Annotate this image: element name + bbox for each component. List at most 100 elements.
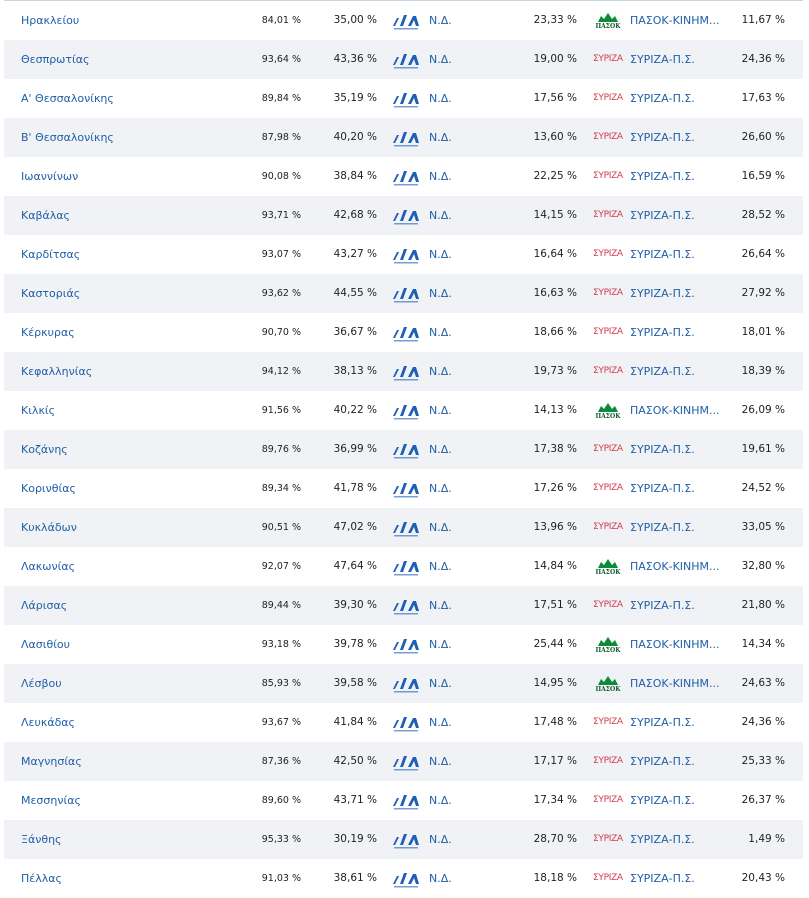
syriza-logo-icon: ΣΥΡΙΖΑ [593,522,623,532]
first-party-link[interactable]: Ν.Δ. [429,404,452,417]
first-party-link[interactable]: Ν.Δ. [429,677,452,690]
constituency-link[interactable]: Λέσβου [21,677,62,690]
first-party-link[interactable]: Ν.Δ. [429,599,452,612]
syriza-logo-icon: ΣΥΡΙΖΑ [593,873,623,883]
constituency-link[interactable]: Κεφαλληνίας [21,365,93,378]
second-party-link[interactable]: ΣΥΡΙΖΑ-Π.Σ. [630,248,695,261]
syriza-logo-icon: ΣΥΡΙΖΑ [593,54,623,64]
first-party-link[interactable]: Ν.Δ. [429,638,452,651]
constituency-link[interactable]: Κέρκυρας [21,326,75,339]
first-party-link[interactable]: Ν.Δ. [429,53,452,66]
constituency-link[interactable]: Ξάνθης [21,833,62,846]
third-value-percent: 26,60 % [741,131,785,143]
nd-logo-icon [392,520,422,541]
constituency-link[interactable]: Λακωνίας [21,560,76,573]
first-party-link[interactable]: Ν.Δ. [429,365,452,378]
constituency-link[interactable]: Λευκάδας [21,716,76,729]
constituency-link[interactable]: Ηρακλείου [21,14,80,27]
constituency-link[interactable]: Ιωαννίνων [21,170,79,183]
constituency-link[interactable]: Λασιθίου [21,638,71,651]
first-party-link[interactable]: Ν.Δ. [429,482,452,495]
second-party-link[interactable]: ΠΑΣΟΚ-ΚΙΝΗΜ... [630,560,720,573]
second-party-link[interactable]: ΣΥΡΙΖΑ-Π.Σ. [630,872,695,885]
second-party-link[interactable]: ΣΥΡΙΖΑ-Π.Σ. [630,716,695,729]
nd-logo-icon [392,481,422,502]
constituency-link[interactable]: Καβάλας [21,209,70,222]
constituency-link[interactable]: Μεσσηνίας [21,794,81,807]
constituency-link[interactable]: Α' Θεσσαλονίκης [21,92,114,105]
turnout-value: 89,34 % [261,483,301,494]
constituency-link[interactable]: Λάρισας [21,599,68,612]
nd-logo-icon [392,286,422,307]
second-party-percent: 19,73 % [533,365,577,377]
second-party-link[interactable]: ΠΑΣΟΚ-ΚΙΝΗΜ... [630,638,720,651]
first-party-link[interactable]: Ν.Δ. [429,248,452,261]
second-party-link[interactable]: ΣΥΡΙΖΑ-Π.Σ. [630,482,695,495]
second-party-link[interactable]: ΣΥΡΙΖΑ-Π.Σ. [630,92,695,105]
first-party-link[interactable]: Ν.Δ. [429,755,452,768]
constituency-link[interactable]: Καρδίτσας [21,248,81,261]
first-party-link[interactable]: Ν.Δ. [429,716,452,729]
constituency-link[interactable]: Β' Θεσσαλονίκης [21,131,114,144]
second-party-link[interactable]: ΣΥΡΙΖΑ-Π.Σ. [630,599,695,612]
second-party-link[interactable]: ΣΥΡΙΖΑ-Π.Σ. [630,521,695,534]
second-party-link[interactable]: ΣΥΡΙΖΑ-Π.Σ. [630,833,695,846]
table-row: Λακωνίας 92,07 % 47,64 % Ν.Δ. 14,84 % ΠΑ… [4,547,803,586]
second-party-percent: 13,60 % [533,131,577,143]
first-party-link[interactable]: Ν.Δ. [429,521,452,534]
syriza-logo-icon: ΣΥΡΙΖΑ [593,327,623,337]
first-party-link[interactable]: Ν.Δ. [429,209,452,222]
second-party-link[interactable]: ΠΑΣΟΚ-ΚΙΝΗΜ... [630,404,720,417]
constituency-link[interactable]: Κοζάνης [21,443,68,456]
second-party-link[interactable]: ΣΥΡΙΖΑ-Π.Σ. [630,755,695,768]
constituency-link[interactable]: Πέλλας [21,872,62,885]
table-row: Ξάνθης 95,33 % 30,19 % Ν.Δ. 28,70 % ΣΥΡΙ… [4,820,803,859]
second-party-percent: 18,66 % [533,326,577,338]
nd-logo-icon [392,559,422,580]
first-party-link[interactable]: Ν.Δ. [429,170,452,183]
third-value-percent: 26,09 % [741,404,785,416]
first-party-link[interactable]: Ν.Δ. [429,131,452,144]
third-value-percent: 11,67 % [741,14,785,26]
second-party-link[interactable]: ΠΑΣΟΚ-ΚΙΝΗΜ... [630,677,720,690]
second-party-link[interactable]: ΣΥΡΙΖΑ-Π.Σ. [630,794,695,807]
second-party-percent: 17,26 % [533,482,577,494]
first-party-link[interactable]: Ν.Δ. [429,326,452,339]
constituency-link[interactable]: Θεσπρωτίας [21,53,90,66]
svg-text:ΠΑΣΟΚ: ΠΑΣΟΚ [595,647,621,654]
second-party-link[interactable]: ΣΥΡΙΖΑ-Π.Σ. [630,209,695,222]
second-party-link[interactable]: ΣΥΡΙΖΑ-Π.Σ. [630,326,695,339]
constituency-link[interactable]: Κορινθίας [21,482,76,495]
first-party-link[interactable]: Ν.Δ. [429,92,452,105]
second-party-percent: 14,13 % [533,404,577,416]
first-party-link[interactable]: Ν.Δ. [429,872,452,885]
first-party-percent: 36,99 % [333,443,377,455]
first-party-link[interactable]: Ν.Δ. [429,443,452,456]
first-party-link[interactable]: Ν.Δ. [429,560,452,573]
second-party-link[interactable]: ΣΥΡΙΖΑ-Π.Σ. [630,131,695,144]
constituency-link[interactable]: Μαγνησίας [21,755,82,768]
second-party-link[interactable]: ΣΥΡΙΖΑ-Π.Σ. [630,53,695,66]
second-party-link[interactable]: ΣΥΡΙΖΑ-Π.Σ. [630,365,695,378]
table-row: Καστοριάς 93,62 % 44,55 % Ν.Δ. 16,63 % Σ… [4,274,803,313]
first-party-percent: 38,84 % [333,170,377,182]
second-party-link[interactable]: ΣΥΡΙΖΑ-Π.Σ. [630,170,695,183]
table-row: Λάρισας 89,44 % 39,30 % Ν.Δ. 17,51 % ΣΥΡ… [4,586,803,625]
first-party-link[interactable]: Ν.Δ. [429,287,452,300]
second-party-link[interactable]: ΣΥΡΙΖΑ-Π.Σ. [630,443,695,456]
second-party-link[interactable]: ΠΑΣΟΚ-ΚΙΝΗΜ... [630,14,720,27]
first-party-link[interactable]: Ν.Δ. [429,14,452,27]
constituency-link[interactable]: Κιλκίς [21,404,56,417]
second-party-percent: 16,63 % [533,287,577,299]
svg-text:ΠΑΣΟΚ: ΠΑΣΟΚ [595,569,621,576]
constituency-link[interactable]: Κυκλάδων [21,521,77,534]
syriza-logo-icon: ΣΥΡΙΖΑ [593,210,623,220]
constituency-link[interactable]: Καστοριάς [21,287,81,300]
first-party-link[interactable]: Ν.Δ. [429,794,452,807]
turnout-value: 89,84 % [261,93,301,104]
pasok-logo-icon: ΠΑΣΟΚ [593,636,623,659]
table-row: Β' Θεσσαλονίκης 87,98 % 40,20 % Ν.Δ. 13,… [4,118,803,157]
second-party-link[interactable]: ΣΥΡΙΖΑ-Π.Σ. [630,287,695,300]
results-table: Ηρακλείου 84,01 % 35,00 % Ν.Δ. 23,33 % Π… [4,0,803,898]
first-party-link[interactable]: Ν.Δ. [429,833,452,846]
